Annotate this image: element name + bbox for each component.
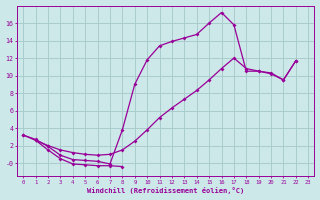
X-axis label: Windchill (Refroidissement éolien,°C): Windchill (Refroidissement éolien,°C) <box>87 187 244 194</box>
